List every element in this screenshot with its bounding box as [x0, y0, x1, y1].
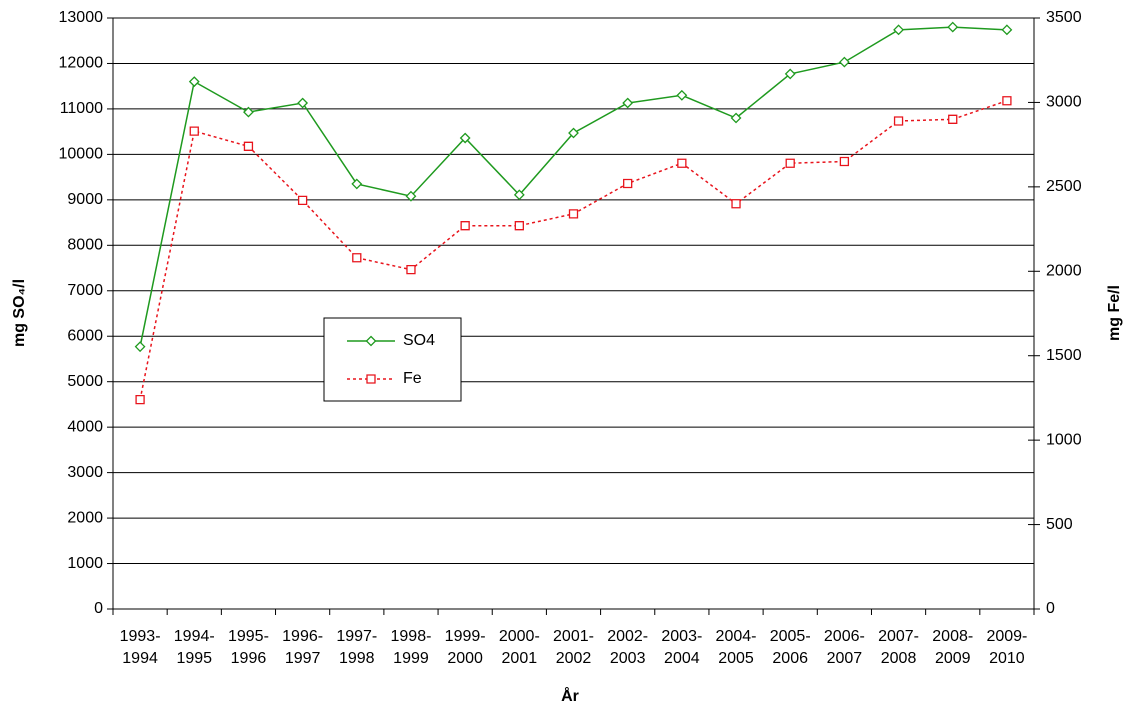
y-tick-label: 0	[94, 600, 103, 617]
x-tick-label: 1993-1994	[119, 628, 161, 667]
point	[297, 195, 308, 206]
legend-marker	[365, 335, 377, 347]
legend-label: SO4	[403, 332, 435, 349]
point	[134, 341, 146, 353]
point	[731, 199, 741, 209]
point	[893, 24, 904, 36]
y2-tick-label: 1500	[1046, 347, 1082, 364]
point	[514, 221, 524, 231]
y2-axis-title: mg Fe/l	[1106, 285, 1123, 341]
y2-tick-label: 3000	[1046, 94, 1082, 111]
y2-tick-label: 0	[1046, 600, 1055, 617]
point	[677, 158, 687, 168]
point	[406, 264, 416, 275]
point	[352, 253, 362, 263]
y2-tick-label: 500	[1046, 516, 1073, 533]
y-axis-title: mg SO₄/l	[11, 279, 28, 347]
point	[459, 132, 471, 144]
point	[730, 112, 742, 124]
x-tick-label: 1994-1995	[173, 628, 215, 667]
y-tick-label: 13000	[59, 9, 104, 26]
point	[351, 178, 363, 190]
y2-tick-label: 2500	[1046, 178, 1082, 195]
point	[243, 141, 254, 151]
y2-tick-label: 3500	[1046, 9, 1082, 26]
legend: SO4 Fe	[323, 317, 462, 402]
x-tick-label: 1999-2000	[444, 628, 486, 667]
point	[623, 178, 633, 189]
x-tick-label: 2007-2008	[878, 628, 919, 667]
point	[568, 127, 579, 139]
x-tick-label: 2003-2004	[661, 628, 703, 667]
x-tick-label: 2002-2003	[607, 628, 649, 667]
legend-box	[323, 317, 462, 402]
point	[513, 189, 525, 201]
series-line	[139, 26, 1007, 347]
point	[460, 221, 470, 231]
y-tick-label: 8000	[67, 237, 103, 254]
point	[785, 158, 795, 168]
x-tick-label: 2004-2005	[715, 628, 757, 667]
point	[568, 209, 579, 219]
point	[676, 89, 688, 101]
x-tick-label: 2000-2001	[498, 628, 540, 667]
x-tick-label: 2006-2007	[823, 628, 865, 667]
x-tick-label: 2001-2002	[553, 628, 594, 667]
point	[622, 97, 634, 109]
y2-tick-label: 2000	[1046, 263, 1082, 280]
x-tick-label: 1996-1997	[282, 628, 324, 667]
legend-marker	[366, 374, 376, 384]
x-tick-label: 2005-2006	[769, 628, 811, 667]
x-tick-label: 1995-1996	[227, 628, 269, 667]
y-tick-label: 6000	[67, 327, 103, 344]
point	[1001, 24, 1013, 36]
y-tick-label: 2000	[67, 509, 103, 526]
x-tick-label: 1998-1999	[390, 628, 432, 667]
point	[189, 126, 199, 136]
point	[838, 56, 850, 68]
y-tick-label: 4000	[67, 418, 103, 435]
point	[948, 114, 958, 124]
y-tick-label: 10000	[59, 146, 104, 163]
point	[784, 68, 796, 80]
y-tick-label: 7000	[67, 282, 103, 299]
x-axis-title: År	[561, 686, 579, 705]
point	[893, 116, 904, 126]
y-tick-label: 3000	[67, 464, 103, 481]
point	[405, 190, 417, 202]
x-tick-label: 2008-2009	[932, 628, 974, 667]
point	[188, 76, 200, 88]
x-tick-label: 1997-1998	[336, 628, 378, 667]
point	[839, 156, 850, 167]
series-line	[139, 100, 1008, 400]
point	[947, 21, 959, 33]
y-tick-label: 5000	[67, 373, 103, 390]
point	[135, 394, 145, 405]
x-tick-label: 2009-2010	[986, 628, 1028, 667]
y2-tick-label: 1000	[1046, 431, 1082, 448]
point	[243, 106, 254, 118]
y-tick-label: 9000	[67, 191, 103, 208]
point	[297, 97, 309, 109]
y-tick-label: 1000	[67, 555, 103, 572]
y-tick-label: 11000	[60, 100, 103, 117]
legend-label: Fe	[403, 370, 422, 387]
point	[1002, 96, 1012, 106]
y-tick-label: 12000	[59, 55, 104, 72]
